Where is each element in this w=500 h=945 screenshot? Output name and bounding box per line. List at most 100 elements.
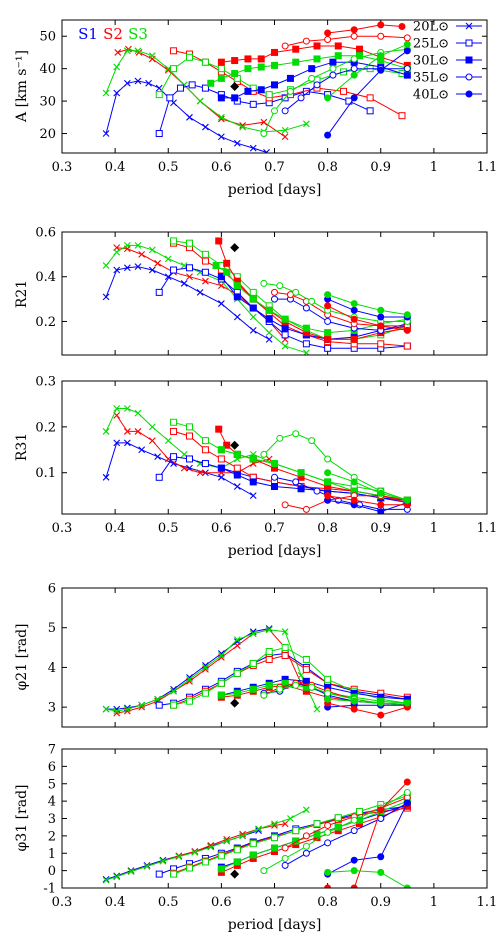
plot-frame (61, 380, 488, 515)
plot-frame (61, 19, 488, 154)
marker-open-circle (329, 71, 337, 79)
marker-open-square (176, 84, 184, 92)
x-axis-label: period [days] (228, 182, 322, 198)
marker-open-square (201, 460, 209, 468)
y-tick-label: 4 (48, 795, 56, 810)
marker-x (180, 464, 188, 472)
marker-open-square (170, 418, 178, 426)
marker-open-square (201, 58, 209, 66)
marker-x (313, 705, 321, 713)
marker-open-square (233, 846, 241, 854)
marker-open-circle (313, 81, 321, 89)
marker-open-circle (281, 844, 289, 852)
marker-x (134, 47, 142, 55)
marker-open-circle (276, 282, 284, 290)
marker-filled-circle (324, 695, 332, 703)
marker-filled-square (292, 58, 300, 66)
marker-x (148, 266, 156, 274)
marker-x (123, 428, 131, 435)
marker-x (233, 642, 241, 649)
marker-filled-circle (377, 66, 385, 74)
marker-x (202, 666, 209, 673)
marker-open-circle (271, 107, 278, 115)
marker-open-square (313, 820, 321, 828)
marker-open-circle (292, 478, 300, 486)
marker-filled-circle (377, 508, 385, 514)
marker-filled-circle (377, 322, 385, 330)
marker-open-circle (350, 32, 358, 40)
marker-x (123, 405, 131, 412)
marker-filled-square (217, 74, 225, 82)
series-line (221, 805, 408, 873)
x-tick-label: 0.8 (317, 160, 338, 175)
marker-x (207, 843, 215, 851)
marker-open-square (302, 655, 310, 663)
marker-open-circle (260, 130, 268, 138)
marker-x (113, 266, 121, 274)
marker-filled-circle (377, 699, 385, 707)
marker-open-square (201, 268, 209, 276)
marker-x (281, 628, 289, 636)
marker-x (255, 825, 262, 833)
marker-open-square (201, 446, 209, 454)
marker-filled-square (217, 691, 225, 699)
marker-open-square (249, 659, 257, 667)
marker-open-square (356, 808, 363, 816)
x-tick-label: 1 (430, 895, 438, 910)
marker-open-square (340, 87, 348, 95)
marker-open-square (186, 423, 193, 431)
x-tick-label: 0.4 (105, 521, 126, 536)
marker-open-circle (350, 827, 358, 835)
y-tick-label: 30 (39, 95, 56, 110)
marker-filled-square (233, 282, 241, 290)
marker-x (297, 671, 305, 679)
marker-filled-square (313, 55, 321, 63)
marker-x (196, 97, 204, 105)
marker-filled-square (244, 65, 252, 73)
marker-filled-square (231, 70, 239, 78)
marker-x (102, 876, 110, 884)
marker-open-circle (377, 32, 385, 40)
series-line (105, 408, 275, 469)
marker-open-square (170, 266, 178, 274)
plot-frame (61, 587, 488, 728)
marker-filled-circle (350, 884, 358, 888)
marker-filled-square (302, 677, 310, 685)
marker-filled-square (217, 94, 225, 102)
marker-open-square (201, 689, 209, 697)
marker-filled-circle (403, 40, 411, 48)
series-line (263, 684, 408, 706)
marker-open-square (186, 53, 193, 61)
marker-open-square (201, 858, 209, 866)
marker-filled-square (207, 79, 215, 87)
marker-filled-square (302, 324, 310, 332)
marker-filled-square (244, 55, 252, 63)
marker-open-square (271, 834, 278, 842)
y-tick-label: 50 (39, 30, 56, 45)
marker-open-square (377, 340, 385, 348)
marker-x (249, 630, 257, 638)
marker-x (164, 255, 172, 263)
marker-open-square (155, 130, 163, 138)
marker-diamond (230, 869, 240, 879)
marker-filled-square (271, 81, 278, 89)
marker-x (123, 79, 131, 87)
marker-open-square (217, 679, 225, 687)
marker-x (249, 327, 257, 334)
marker-open-square (324, 675, 332, 683)
marker-x (102, 875, 110, 883)
marker-open-circle (276, 434, 284, 442)
marker-x (202, 277, 209, 285)
marker-x (154, 259, 162, 267)
marker-open-square (465, 39, 473, 47)
marker-filled-circle (350, 26, 358, 34)
series-line (105, 80, 267, 153)
marker-x (265, 626, 273, 634)
marker-filled-square (215, 425, 223, 433)
marker-x (302, 806, 310, 814)
marker-filled-square (308, 65, 316, 73)
marker-filled-square (233, 858, 241, 866)
series-group (102, 237, 411, 355)
y-axis-label: φ21 [rad] (14, 624, 30, 691)
marker-filled-circle (350, 94, 358, 102)
